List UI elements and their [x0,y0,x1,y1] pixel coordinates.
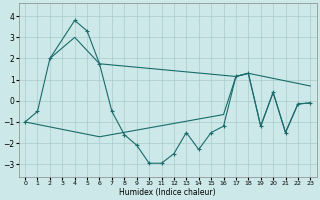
X-axis label: Humidex (Indice chaleur): Humidex (Indice chaleur) [119,188,216,197]
